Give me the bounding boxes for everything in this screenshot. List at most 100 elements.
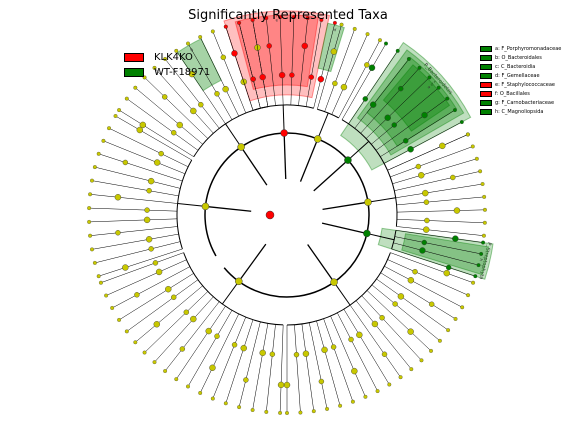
taxon-node (90, 247, 94, 252)
taxon-node (379, 315, 385, 321)
taxon-node (466, 293, 470, 298)
tree-branch (238, 243, 267, 282)
taxon-node (250, 408, 255, 412)
taxon-node (311, 409, 316, 414)
taxon-node (482, 194, 487, 199)
tree-branch (144, 291, 209, 353)
tree-branch (108, 127, 189, 168)
tree-branch (390, 252, 474, 283)
taxon-node (453, 207, 461, 214)
tree-branch (323, 318, 354, 402)
tree-branch (376, 278, 449, 331)
taxon-node (198, 101, 204, 108)
taxon-node (291, 15, 296, 20)
tree-branch (396, 226, 484, 236)
taxon-node (222, 85, 229, 93)
taxon-node (266, 43, 272, 49)
taxon-node (152, 65, 157, 70)
clade-label: a: F_Porphyromonadaceae (495, 45, 562, 52)
tree-branch (89, 207, 178, 212)
tree-branch (212, 31, 247, 114)
taxon-node (391, 122, 397, 128)
taxon-node (325, 406, 329, 411)
taxon-node (114, 194, 122, 201)
tree-branch (395, 183, 483, 199)
tree-branch (317, 24, 342, 110)
clade-legend-item: h: C_Magnoliopsida (480, 107, 561, 116)
tree-branch (349, 304, 401, 378)
tree-branch (106, 259, 187, 296)
taxon-node (113, 114, 118, 118)
taxon-node (421, 239, 427, 246)
taxon-node (264, 409, 269, 414)
taxon-node (293, 351, 300, 358)
taxon-node (122, 159, 129, 166)
taxon-node (340, 83, 348, 91)
tree-branch (266, 18, 276, 106)
taxon-node (139, 121, 147, 129)
tree-branch (240, 146, 268, 186)
taxon-node (124, 329, 129, 334)
tree-branch (392, 158, 477, 184)
clade-letter: c (433, 79, 438, 84)
taxon-node (210, 396, 215, 401)
tree-branch (367, 197, 396, 203)
tree-branch (90, 194, 178, 204)
taxon-node (417, 65, 422, 70)
clade-legend-item: b: O_Bacteroidales (480, 53, 561, 62)
tree-branch (371, 87, 439, 145)
taxon-node (133, 85, 138, 90)
taxon-node (285, 411, 289, 415)
taxon-node (162, 94, 168, 100)
taxon-node (422, 189, 429, 197)
taxon-node (101, 138, 106, 143)
taxon-node (176, 121, 183, 129)
taxon-node (465, 132, 470, 137)
clade-highlight (356, 49, 465, 156)
taxon-node (87, 219, 92, 224)
tree-branch (199, 36, 240, 117)
taxon-node (301, 42, 308, 50)
taxon-node (427, 75, 432, 80)
tree-branch (94, 241, 181, 264)
taxon-node (450, 174, 456, 181)
tree-branch (337, 312, 378, 392)
taxon-node (152, 360, 157, 365)
taxon-node (459, 120, 464, 124)
taxon-node (369, 101, 377, 108)
taxon-node (348, 336, 354, 343)
tree-branch (199, 313, 240, 394)
tree-branch (316, 320, 341, 406)
legend-label: KLK4KO (154, 52, 193, 63)
tree-branch (154, 67, 214, 134)
tree-branch (307, 244, 335, 283)
clade-letter: d (333, 27, 337, 33)
tree-branch (164, 58, 220, 129)
taxon-node (223, 24, 228, 29)
taxon-node (136, 126, 143, 134)
tree-branch (118, 273, 194, 321)
taxon-node (115, 230, 121, 236)
taxon-node (474, 156, 479, 161)
taxon-node (443, 269, 450, 277)
clade-swatch (480, 63, 492, 70)
taxon-node (277, 381, 285, 389)
taxon-node (445, 96, 450, 101)
taxon-node (332, 80, 338, 87)
taxon-node (436, 85, 441, 90)
taxon-node (124, 96, 129, 101)
tree-branch (118, 109, 194, 157)
clade-label: g: F_Carnobacteriaceae (495, 99, 555, 106)
tree-branch (396, 196, 485, 206)
taxon-node (174, 377, 179, 382)
tree-branch (380, 109, 456, 157)
taxon-node (163, 57, 168, 61)
taxon-node (278, 15, 283, 20)
tree-branch (100, 252, 184, 283)
tree-branch (390, 146, 473, 178)
taxon-node (264, 16, 269, 21)
tree-branch (225, 26, 254, 111)
taxon-node (269, 351, 276, 357)
tree-branch (212, 316, 247, 399)
